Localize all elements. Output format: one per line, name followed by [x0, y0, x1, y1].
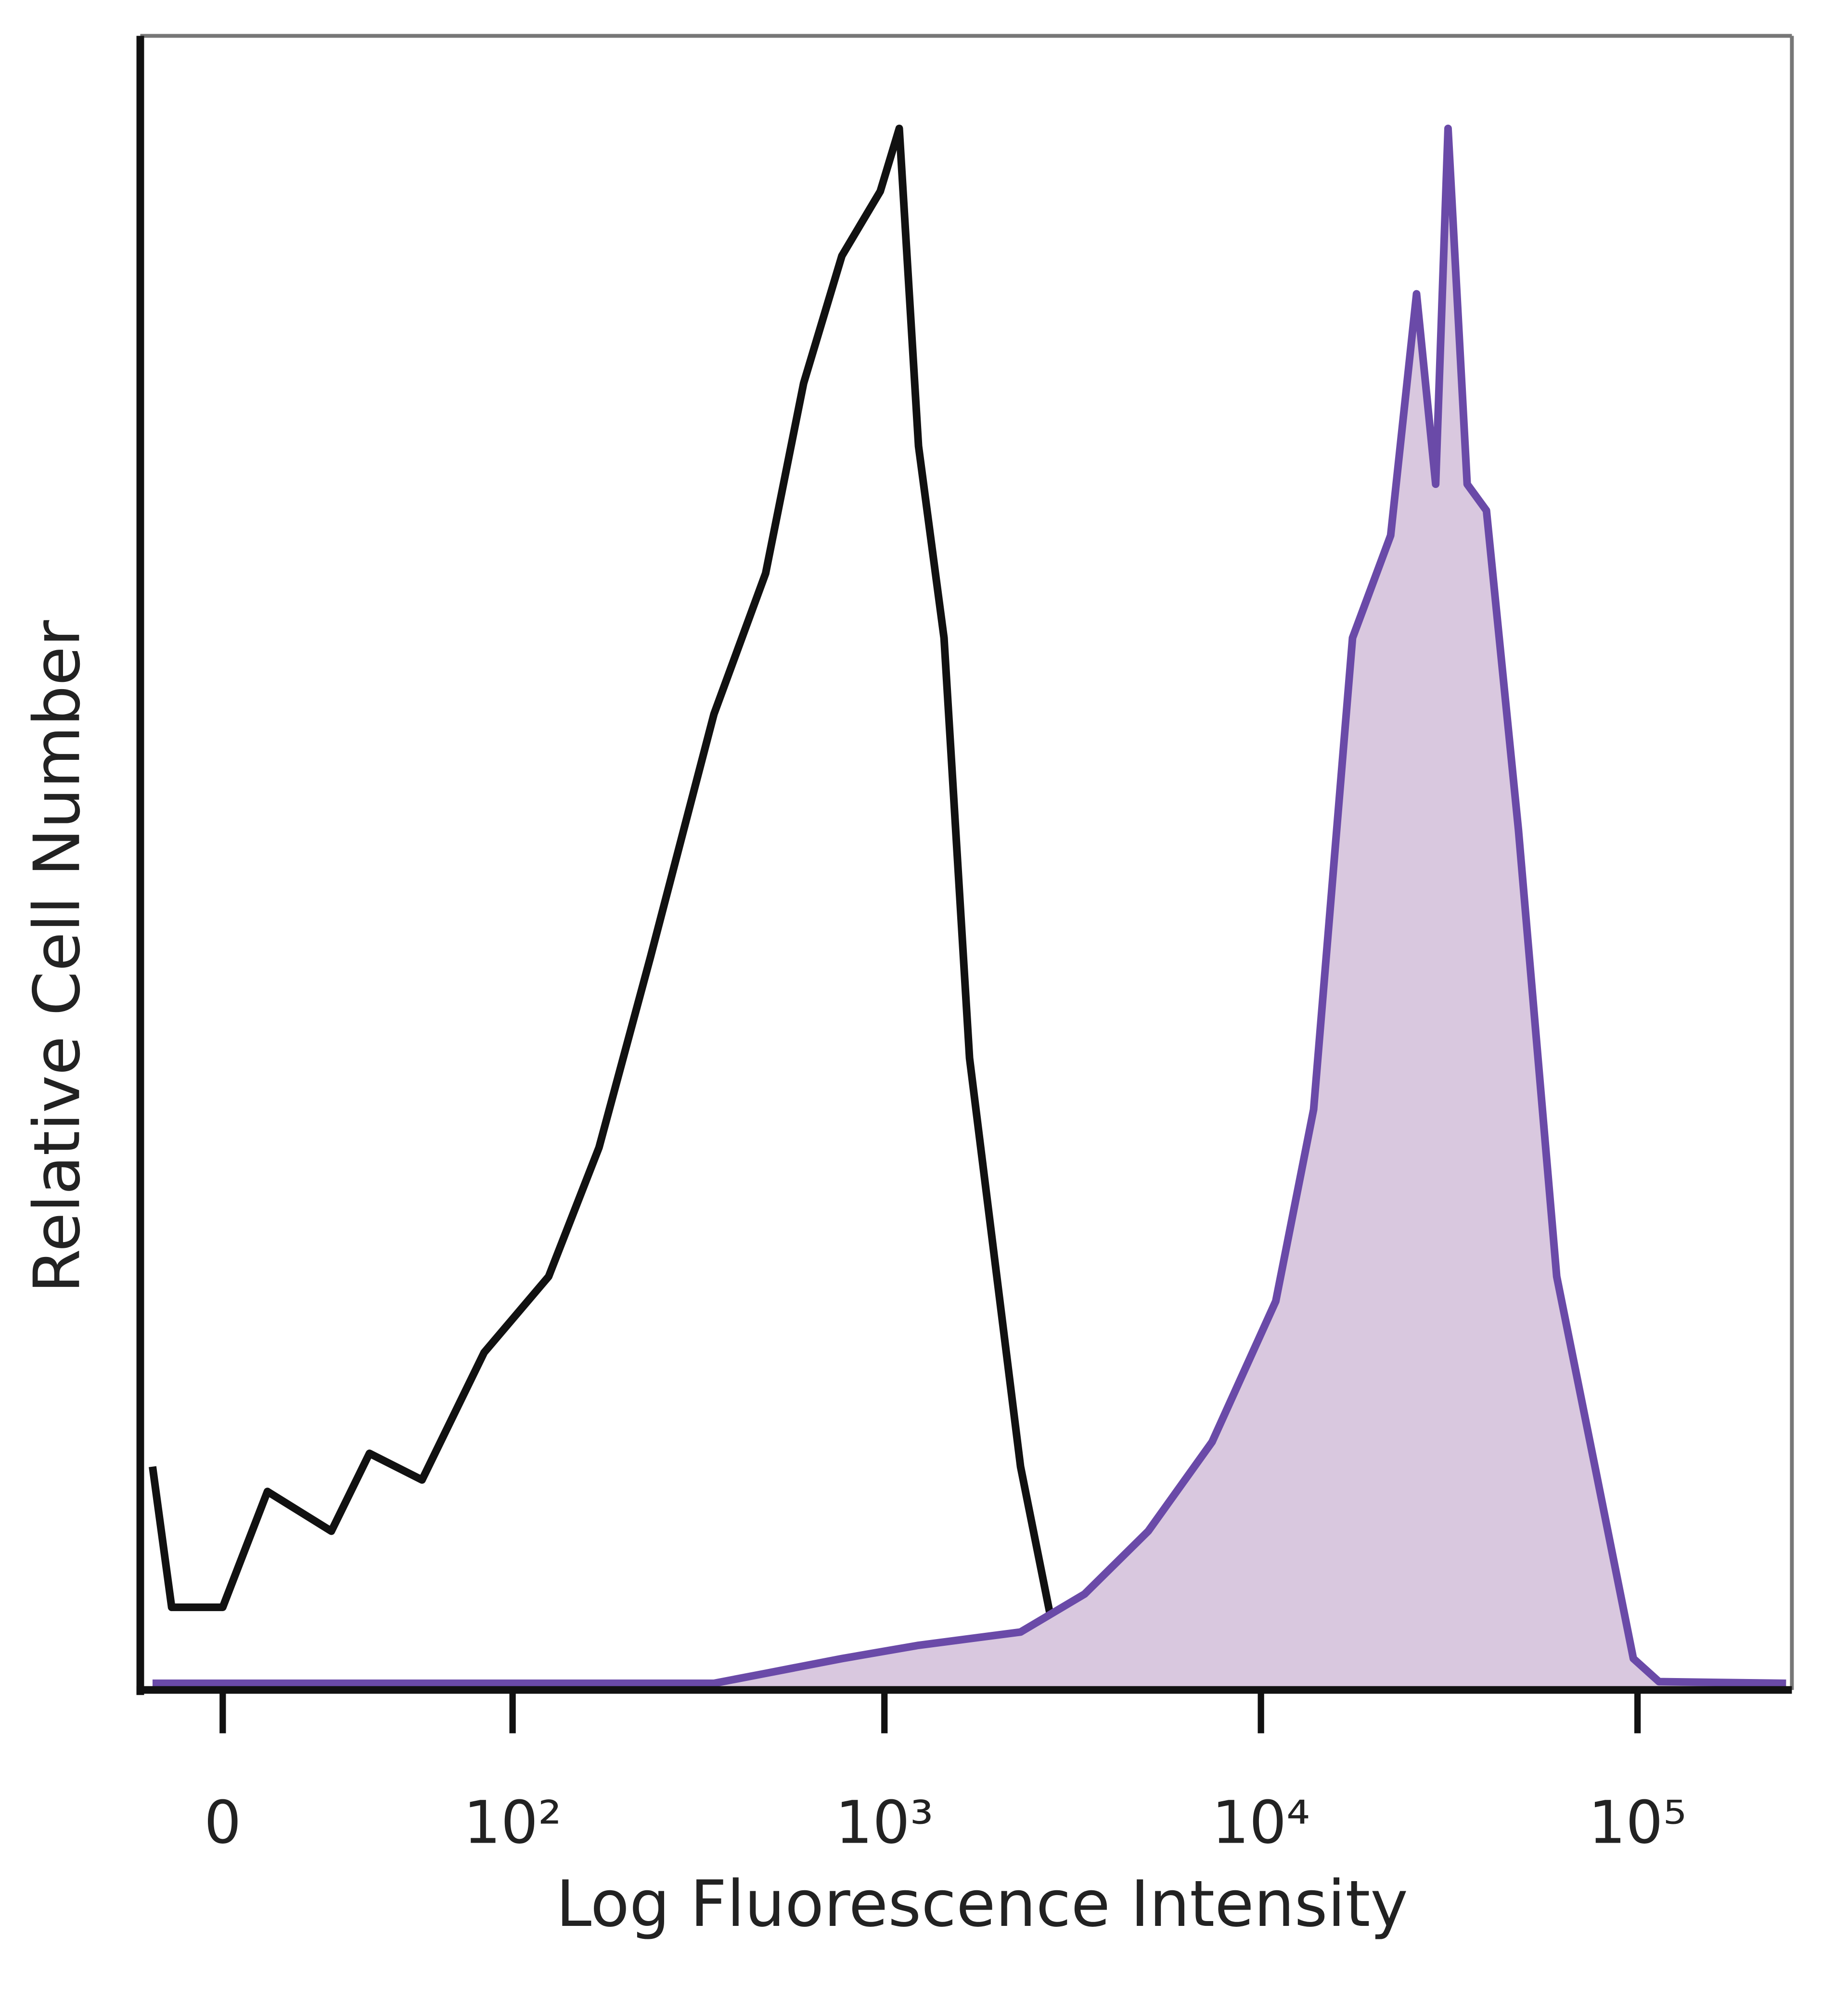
x-tick-label: 10³ [835, 1789, 934, 1857]
x-tick-label: 0 [204, 1789, 242, 1857]
x-tick-label: 10⁴ [1212, 1789, 1310, 1857]
x-tick-label: 10⁵ [1589, 1789, 1687, 1857]
y-axis-label: Relative Cell Number [20, 620, 94, 1293]
histogram-fill [152, 128, 1786, 1690]
x-tick-label: 10² [463, 1789, 562, 1857]
x-axis-label: Log Fluorescence Intensity [556, 1867, 1408, 1941]
histogram-line [152, 124, 1786, 1687]
